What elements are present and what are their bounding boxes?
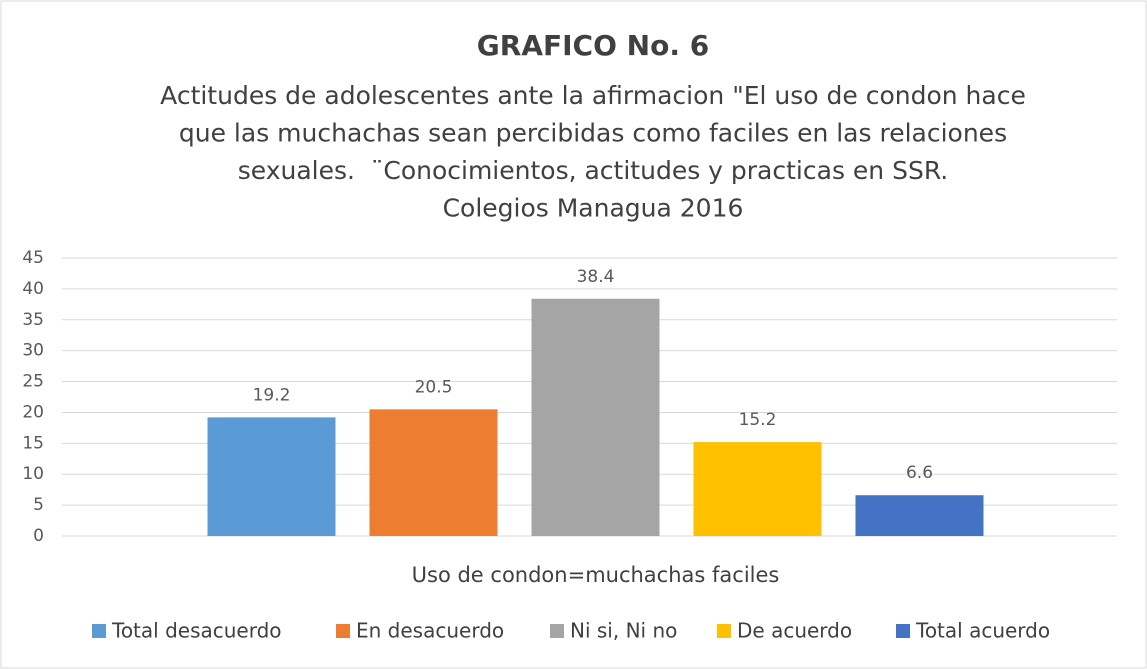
y-tick-label: 20 <box>22 402 44 422</box>
legend-swatch <box>550 624 564 638</box>
legend-label: Ni si, Ni no <box>570 619 677 643</box>
data-label: 19.2 <box>253 385 291 405</box>
y-tick-label: 25 <box>22 372 44 392</box>
y-tick-label: 0 <box>33 526 44 546</box>
legend-swatch <box>336 624 350 638</box>
chart-subtitle: Actitudes de adolescentes ante la afirma… <box>160 81 1026 110</box>
data-label: 38.4 <box>577 267 615 287</box>
y-tick-label: 40 <box>22 279 44 299</box>
y-tick-label: 45 <box>22 248 44 268</box>
y-tick-label: 30 <box>22 341 44 361</box>
bar <box>693 442 822 536</box>
bar <box>207 417 336 536</box>
bar <box>531 298 660 536</box>
y-tick-label: 5 <box>33 495 44 515</box>
legend-label: En desacuerdo <box>356 619 504 643</box>
x-axis-label: Uso de condon=muchachas faciles <box>412 563 780 587</box>
legend-swatch <box>717 624 731 638</box>
legend-swatch <box>92 624 106 638</box>
legend-label: Total desacuerdo <box>111 619 282 643</box>
chart-title: GRAFICO No. 6 <box>477 29 709 62</box>
y-tick-label: 35 <box>22 310 44 330</box>
data-label: 15.2 <box>739 410 777 430</box>
data-label: 6.6 <box>906 463 933 483</box>
y-tick-label: 15 <box>22 433 44 453</box>
bar <box>369 409 498 536</box>
chart-subtitle: sexuales. ¨Conocimientos, actitudes y pr… <box>238 156 949 185</box>
chart-subtitle: Colegios Managua 2016 <box>443 194 744 223</box>
data-label: 20.5 <box>415 377 453 397</box>
y-tick-label: 10 <box>22 464 44 484</box>
chart-subtitle: que las muchachas sean percibidas como f… <box>179 119 1007 148</box>
legend-swatch <box>896 624 910 638</box>
legend-label: Total acuerdo <box>915 619 1050 643</box>
bar <box>855 495 984 536</box>
legend-label: De acuerdo <box>737 619 852 643</box>
